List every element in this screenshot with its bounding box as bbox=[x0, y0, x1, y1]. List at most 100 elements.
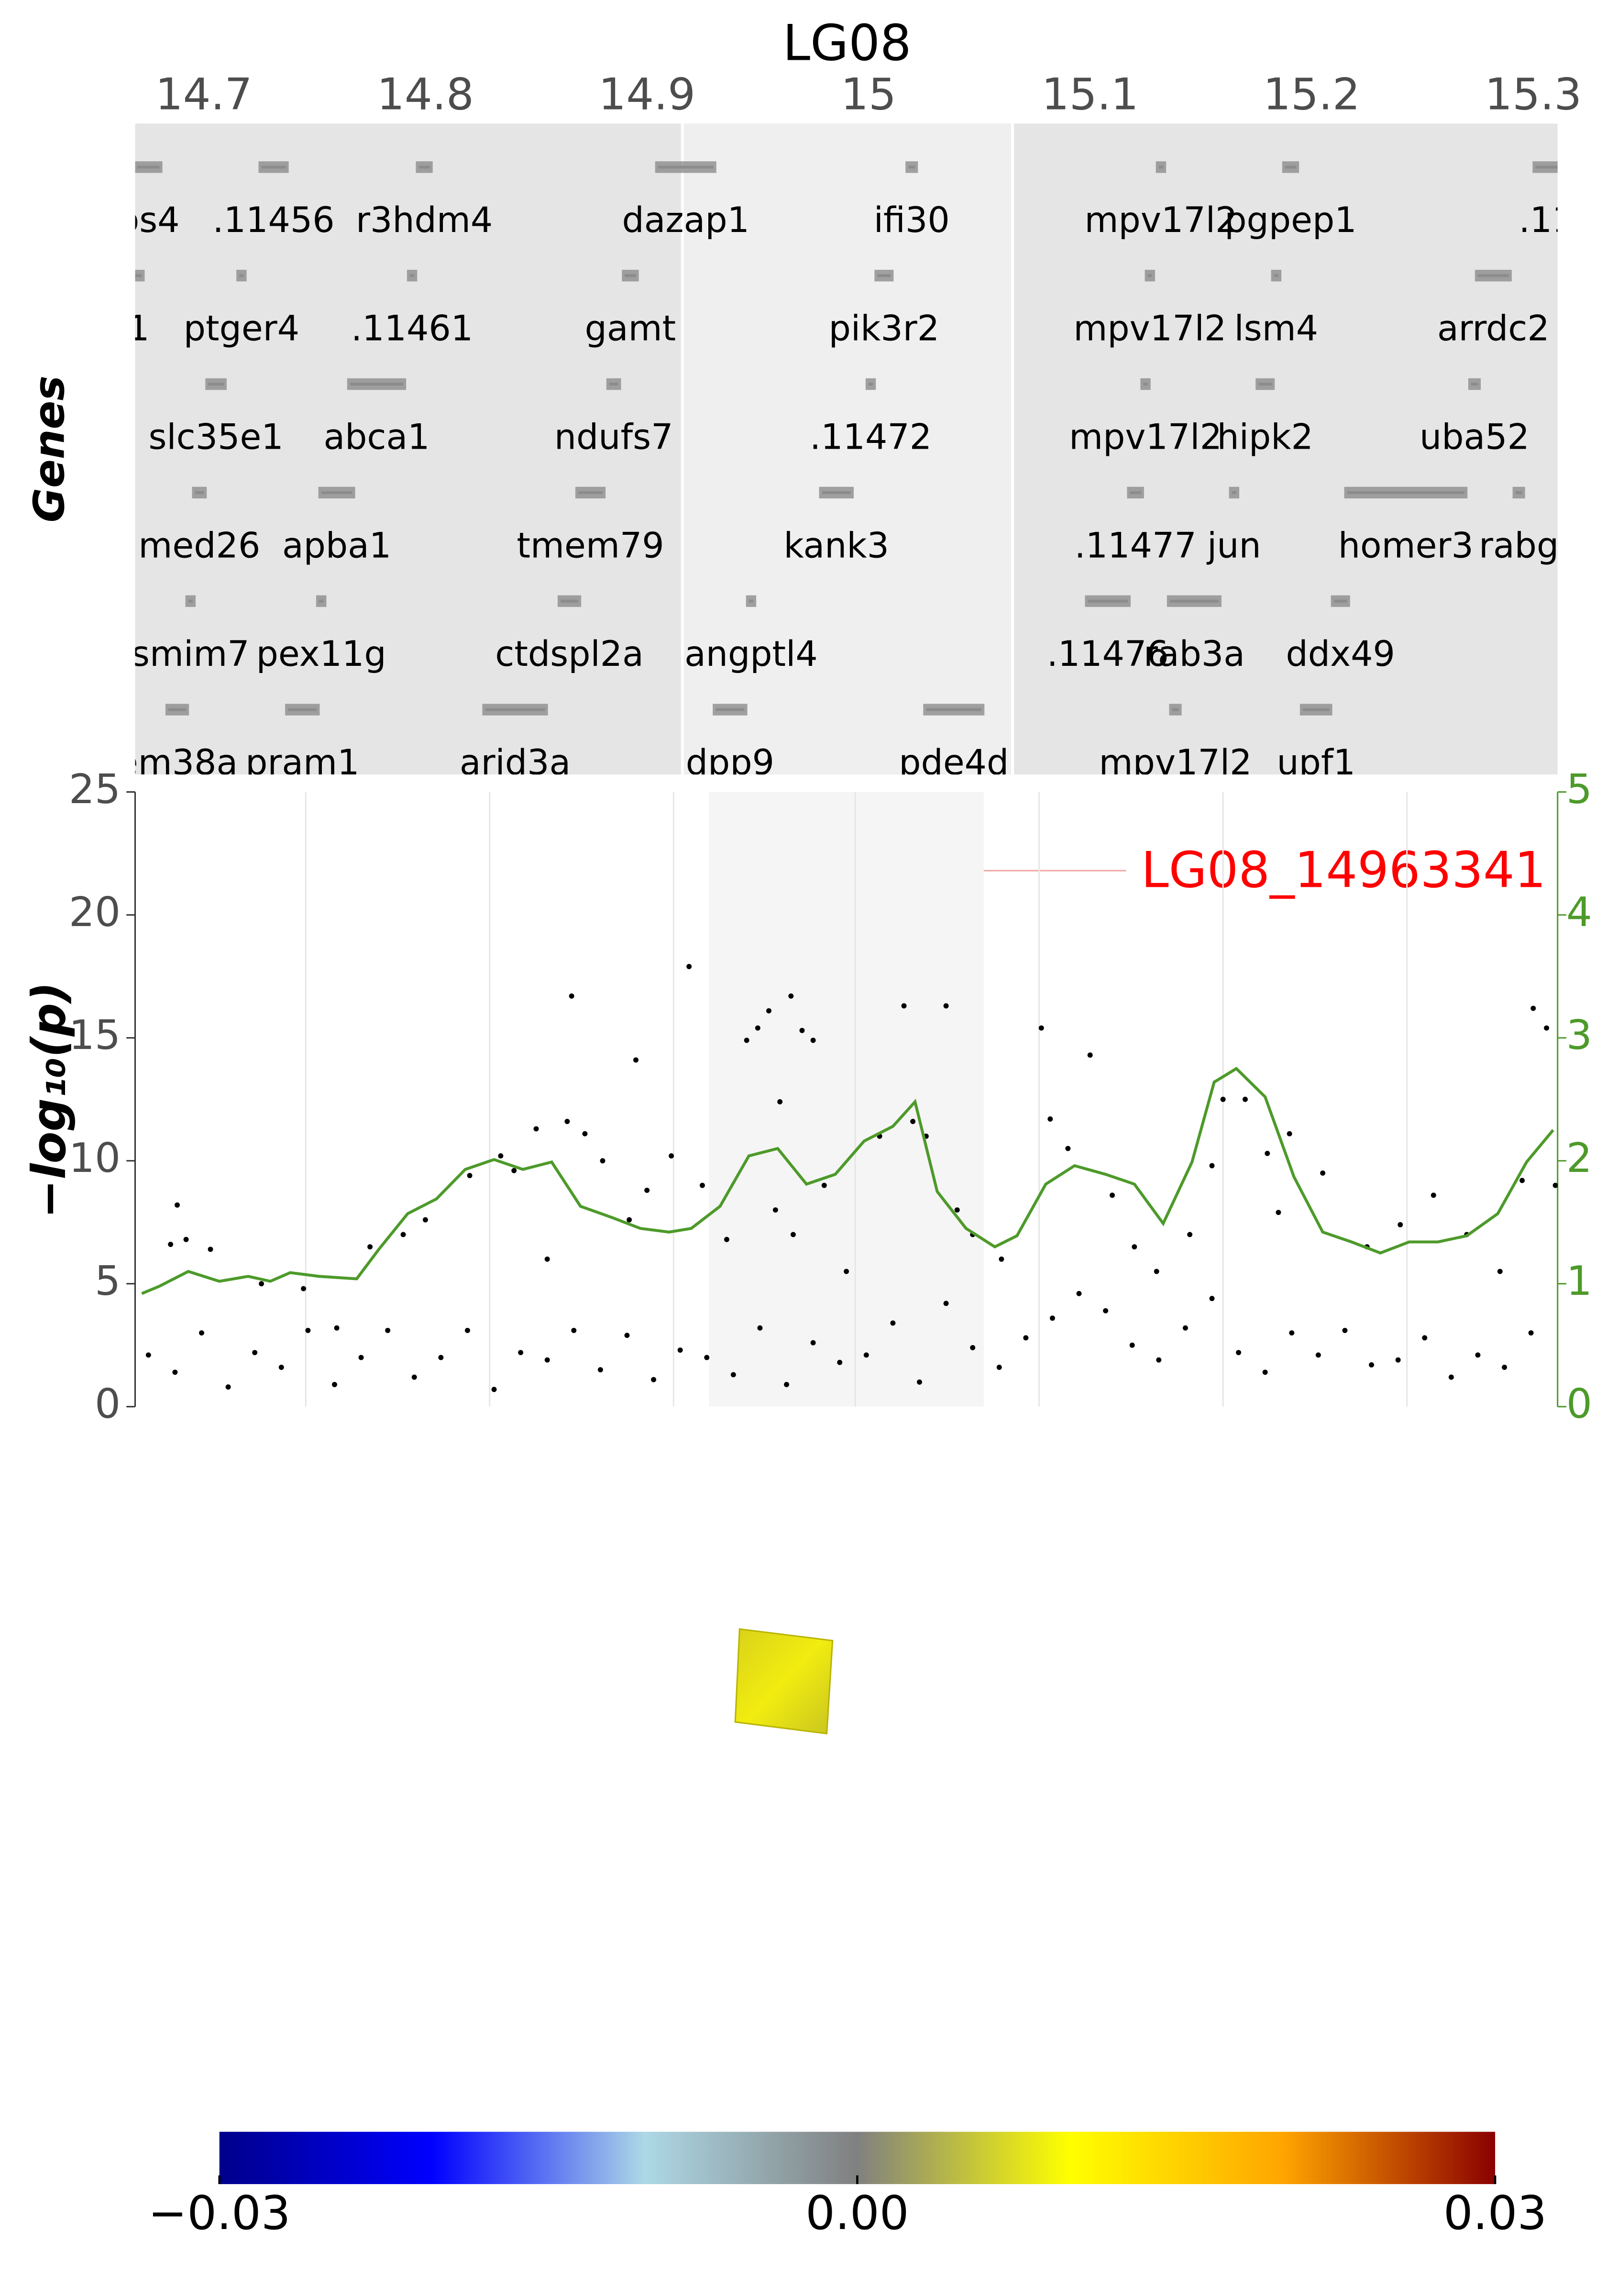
gene-body bbox=[407, 270, 418, 282]
gene-body bbox=[1475, 270, 1512, 282]
snp-point bbox=[582, 1131, 588, 1137]
snp-point bbox=[208, 1247, 213, 1252]
highlight-region bbox=[682, 123, 1013, 775]
gene-label: ndufs7 bbox=[554, 417, 673, 457]
snp-point bbox=[777, 1099, 783, 1104]
y2-tick-label: 5 bbox=[1566, 766, 1592, 813]
gene-body bbox=[1229, 486, 1240, 499]
snp-point bbox=[367, 1244, 373, 1250]
snp-point bbox=[544, 1256, 550, 1262]
snp-point bbox=[1552, 1182, 1558, 1188]
gene-body bbox=[205, 378, 227, 390]
x-tick-label: 14.8 bbox=[377, 69, 474, 120]
snp-point bbox=[225, 1384, 231, 1390]
snp-point bbox=[863, 1352, 869, 1358]
gene-body bbox=[874, 270, 894, 282]
gene-label: pde4d bbox=[899, 742, 1009, 783]
gene-label: dpp9 bbox=[686, 742, 774, 783]
snp-point bbox=[1422, 1335, 1428, 1341]
snp-point bbox=[999, 1256, 1004, 1262]
gene-body bbox=[622, 270, 639, 282]
snp-point bbox=[467, 1173, 473, 1179]
snp-point bbox=[597, 1367, 603, 1373]
snp-point bbox=[1156, 1357, 1162, 1363]
snp-point bbox=[790, 1232, 796, 1237]
snp-point bbox=[810, 1340, 816, 1346]
gene-label: arid3a bbox=[460, 742, 571, 783]
gene-label: uba52 bbox=[1420, 417, 1530, 457]
snp-point bbox=[1209, 1163, 1215, 1169]
gene-track: bs4.11456 r3hdm4 dazap1 ifi30 mpv17l2pgpep1.… bbox=[135, 123, 1558, 783]
y2-tick-label: 4 bbox=[1566, 889, 1592, 936]
snp-point bbox=[821, 1182, 827, 1188]
snp-point bbox=[1236, 1350, 1242, 1356]
gene-label: gamt bbox=[585, 309, 676, 349]
gene-label: mpv17l2 bbox=[1073, 309, 1226, 349]
snp-point bbox=[571, 1327, 577, 1333]
snp-point bbox=[799, 1027, 805, 1033]
gene-body bbox=[655, 161, 716, 173]
gene-label: slc35e1 bbox=[148, 417, 283, 457]
snp-point bbox=[766, 1008, 771, 1014]
gene-label: rab3a bbox=[1144, 634, 1245, 674]
snp-point bbox=[1287, 1131, 1292, 1137]
snp-point bbox=[1530, 1005, 1536, 1011]
snp-point bbox=[1262, 1369, 1268, 1375]
gene-body bbox=[185, 595, 196, 607]
snp-point bbox=[544, 1357, 550, 1363]
gene-label: .11461 bbox=[351, 309, 473, 349]
gene-body bbox=[236, 270, 247, 282]
gene-body bbox=[905, 161, 918, 173]
gene-body bbox=[1169, 704, 1182, 716]
colorbar-tick-label: 0.00 bbox=[805, 2186, 909, 2240]
colorbar-tick-label: −0.03 bbox=[148, 2186, 291, 2240]
y-tick-label: 15 bbox=[69, 1012, 121, 1059]
snp-point bbox=[518, 1350, 524, 1356]
snp-point bbox=[1276, 1210, 1281, 1215]
y-tick-label: 0 bbox=[95, 1380, 121, 1428]
highlight-region bbox=[709, 792, 984, 1407]
gene-body bbox=[1331, 595, 1350, 607]
snp-point bbox=[1047, 1116, 1053, 1122]
gene-body bbox=[285, 704, 320, 716]
y2-tick-label: 3 bbox=[1566, 1012, 1592, 1059]
snp-point bbox=[1065, 1146, 1071, 1151]
gene-body bbox=[1127, 486, 1144, 499]
snp-point bbox=[491, 1387, 497, 1392]
gene-label: .11476 bbox=[1047, 634, 1169, 674]
snp-point bbox=[400, 1232, 406, 1237]
snp-point bbox=[755, 1025, 760, 1031]
gene-body bbox=[865, 378, 876, 390]
gene-label: pex11g bbox=[256, 634, 386, 674]
snp-point bbox=[411, 1374, 417, 1380]
snp-point bbox=[498, 1153, 504, 1159]
snp-point bbox=[438, 1355, 444, 1360]
x-tick-label: 15.1 bbox=[1042, 69, 1139, 120]
snp-point bbox=[422, 1217, 428, 1223]
snp-point bbox=[624, 1333, 630, 1338]
snp-point bbox=[1023, 1335, 1029, 1341]
y-tick-label: 5 bbox=[95, 1258, 121, 1305]
snp-point bbox=[1475, 1352, 1481, 1358]
effect-blob bbox=[734, 1628, 834, 1735]
y2-tick-label: 1 bbox=[1566, 1258, 1592, 1305]
snp-point bbox=[954, 1207, 960, 1213]
gene-axis-label: Genes bbox=[24, 375, 74, 522]
gene-body bbox=[1344, 486, 1468, 499]
gene-body bbox=[192, 486, 207, 499]
snp-point bbox=[385, 1327, 391, 1333]
snp-point bbox=[917, 1379, 922, 1385]
gene-label: ptger4 bbox=[184, 309, 299, 349]
snp-point bbox=[358, 1355, 364, 1360]
gene-body bbox=[482, 704, 548, 716]
snp-point bbox=[970, 1345, 976, 1350]
gene-body bbox=[557, 595, 582, 607]
gene-body bbox=[923, 704, 985, 716]
gene-body bbox=[135, 161, 163, 173]
snp-point bbox=[1110, 1192, 1115, 1198]
gene-label: ddx49 bbox=[1286, 634, 1395, 674]
gene-label: hipk2 bbox=[1217, 417, 1313, 457]
snp-point bbox=[1544, 1025, 1550, 1031]
y-axis-label: −log₁₀(p) bbox=[22, 982, 76, 1218]
